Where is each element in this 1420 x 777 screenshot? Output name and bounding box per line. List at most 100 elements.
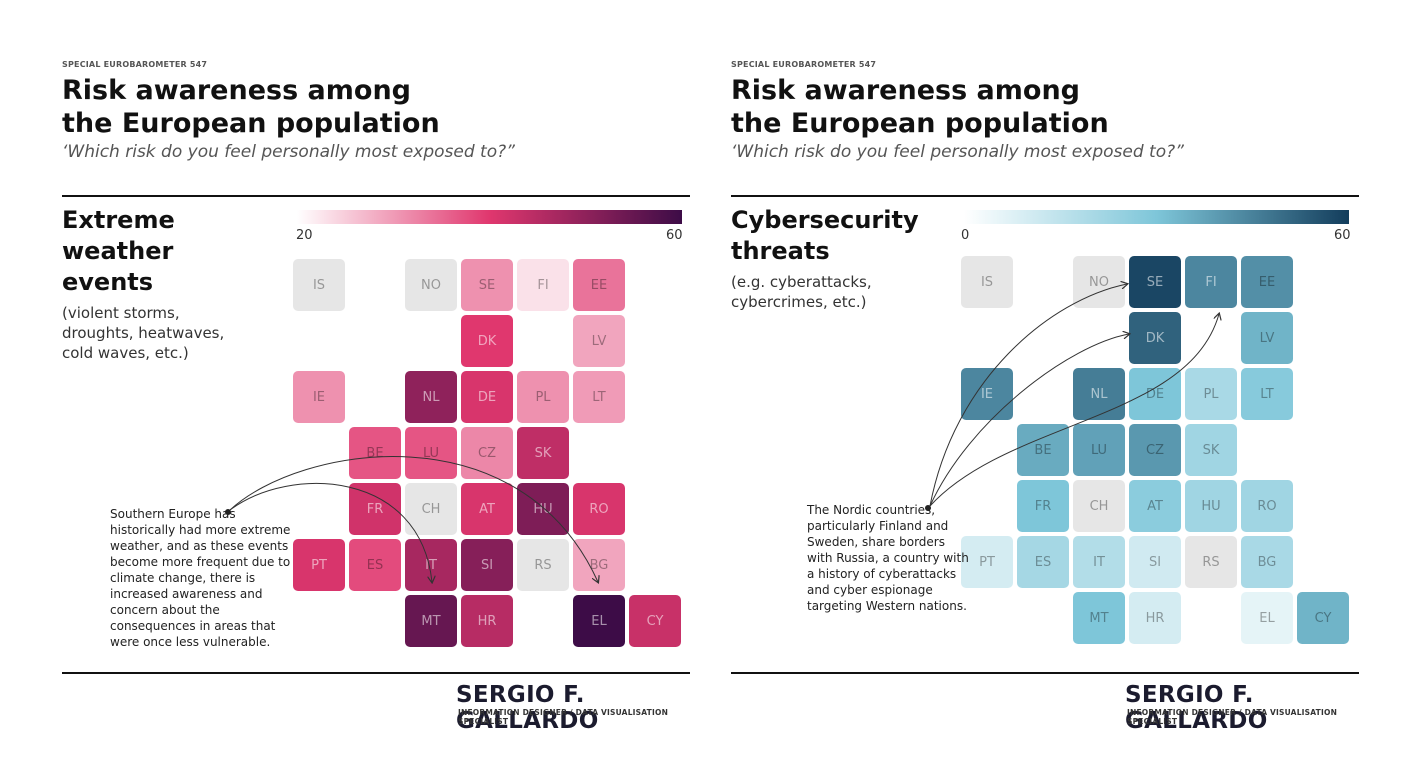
tile-fr: FR [1017, 480, 1069, 532]
tile-fi: FI [1185, 256, 1237, 308]
tile-pl: PL [517, 371, 569, 423]
tile-dk: DK [461, 315, 513, 367]
tile-be: BE [349, 427, 401, 479]
description-line: cold waves, etc.) [62, 344, 189, 362]
tile-pl: PL [1185, 368, 1237, 420]
annotation-line: were once less vulnerable. [110, 635, 271, 649]
tile-be: BE [1017, 424, 1069, 476]
brand-subtitle: INFORMATION DESIGNER / DATA VISUALISATIO… [458, 708, 669, 726]
panel-cybersecurity: SPECIAL EUROBAROMETER 547 Risk awareness… [669, 0, 1379, 777]
tile-ch: CH [1073, 480, 1125, 532]
brand-subtitle: INFORMATION DESIGNER / DATA VISUALISATIO… [1127, 708, 1338, 726]
tile-at: AT [461, 483, 513, 535]
category-title: Cybersecurity threats [731, 205, 919, 267]
page-title: Risk awareness among the European popula… [62, 74, 440, 140]
panel-extreme-weather: SPECIAL EUROBAROMETER 547 Risk awareness… [62, 60, 690, 734]
category-line: Cybersecurity [731, 206, 919, 234]
tile-de: DE [1129, 368, 1181, 420]
tile-cz: CZ [1129, 424, 1181, 476]
tile-lu: LU [1073, 424, 1125, 476]
tile-no: NO [1073, 256, 1125, 308]
top-divider [731, 195, 1359, 197]
annotation-line: and cyber espionage [807, 583, 933, 597]
title-line-1: Risk awareness among [731, 75, 1081, 106]
tile-lt: LT [1241, 368, 1293, 420]
category-description: (violent storms, droughts, heatwaves, co… [62, 303, 224, 363]
tile-el: EL [1241, 592, 1293, 644]
annotation-line: particularly Finland and [807, 519, 949, 533]
tile-is: IS [961, 256, 1013, 308]
tile-is: IS [293, 259, 345, 311]
tile-sk: SK [517, 427, 569, 479]
tile-mt: MT [405, 595, 457, 647]
tile-no: NO [405, 259, 457, 311]
tile-bg: BG [1241, 536, 1293, 588]
legend-color-bar [964, 210, 1349, 224]
tile-it: IT [405, 539, 457, 591]
category-line: events [62, 268, 154, 296]
top-divider [62, 195, 690, 197]
annotation: Southern Europe has historically had mor… [110, 506, 290, 650]
legend-color-bar [297, 210, 682, 224]
tile-fr: FR [349, 483, 401, 535]
tile-at: AT [1129, 480, 1181, 532]
tile-si: SI [1129, 536, 1181, 588]
tile-it: IT [1073, 536, 1125, 588]
tile-sk: SK [1185, 424, 1237, 476]
tile-se: SE [461, 259, 513, 311]
tile-rs: RS [517, 539, 569, 591]
annotation-line: climate change, there is [110, 571, 256, 585]
tile-lu: LU [405, 427, 457, 479]
tile-hr: HR [1129, 592, 1181, 644]
tile-ee: EE [1241, 256, 1293, 308]
tile-mt: MT [1073, 592, 1125, 644]
tile-nl: NL [405, 371, 457, 423]
tile-ro: RO [1241, 480, 1293, 532]
brand-logo: SERGIO F. GALLARDO [456, 682, 599, 734]
legend-min-label: 20 [296, 228, 313, 243]
tile-rs: RS [1185, 536, 1237, 588]
tile-pt: PT [293, 539, 345, 591]
tile-dk: DK [1129, 312, 1181, 364]
category-description: (e.g. cyberattacks, cybercrimes, etc.) [731, 272, 872, 312]
annotation-line: concern about the [110, 603, 220, 617]
bottom-divider [62, 672, 690, 674]
category-line: Extreme [62, 206, 175, 234]
tile-se: SE [1129, 256, 1181, 308]
bottom-divider [731, 672, 1359, 674]
tile-ro: RO [573, 483, 625, 535]
tile-lt: LT [573, 371, 625, 423]
tile-nl: NL [1073, 368, 1125, 420]
legend-max-label: 60 [666, 228, 683, 243]
question: ‘Which risk do you feel personally most … [62, 142, 515, 162]
tile-es: ES [349, 539, 401, 591]
category-line: weather [62, 237, 174, 265]
description-line: (e.g. cyberattacks, [731, 273, 872, 291]
tile-si: SI [461, 539, 513, 591]
annotation-line: a history of cyberattacks [807, 567, 957, 581]
title-line-2: the European population [731, 108, 1109, 139]
tile-hu: HU [517, 483, 569, 535]
description-line: cybercrimes, etc.) [731, 293, 867, 311]
tile-lv: LV [573, 315, 625, 367]
tile-hu: HU [1185, 480, 1237, 532]
annotation-line: with Russia, a country with [807, 551, 969, 565]
title-line-1: Risk awareness among [62, 75, 412, 106]
annotation-line: Southern Europe has [110, 507, 236, 521]
annotation-line: consequences in areas that [110, 619, 276, 633]
title-line-2: the European population [62, 108, 440, 139]
category-title: Extreme weather events [62, 205, 175, 298]
eyebrow: SPECIAL EUROBAROMETER 547 [62, 60, 208, 69]
tile-ee: EE [573, 259, 625, 311]
page-title: Risk awareness among the European popula… [731, 74, 1109, 140]
category-line: threats [731, 237, 830, 265]
tile-cy: CY [1297, 592, 1349, 644]
tile-cy: CY [629, 595, 681, 647]
annotation-line: historically had more extreme [110, 523, 291, 537]
tile-el: EL [573, 595, 625, 647]
annotation-line: Sweden, share borders [807, 535, 945, 549]
annotation-line: weather, and as these events [110, 539, 289, 553]
legend-min-label: 0 [961, 228, 970, 243]
annotation-line: targeting Western nations. [807, 599, 967, 613]
brand-logo: SERGIO F. GALLARDO [1125, 682, 1268, 734]
